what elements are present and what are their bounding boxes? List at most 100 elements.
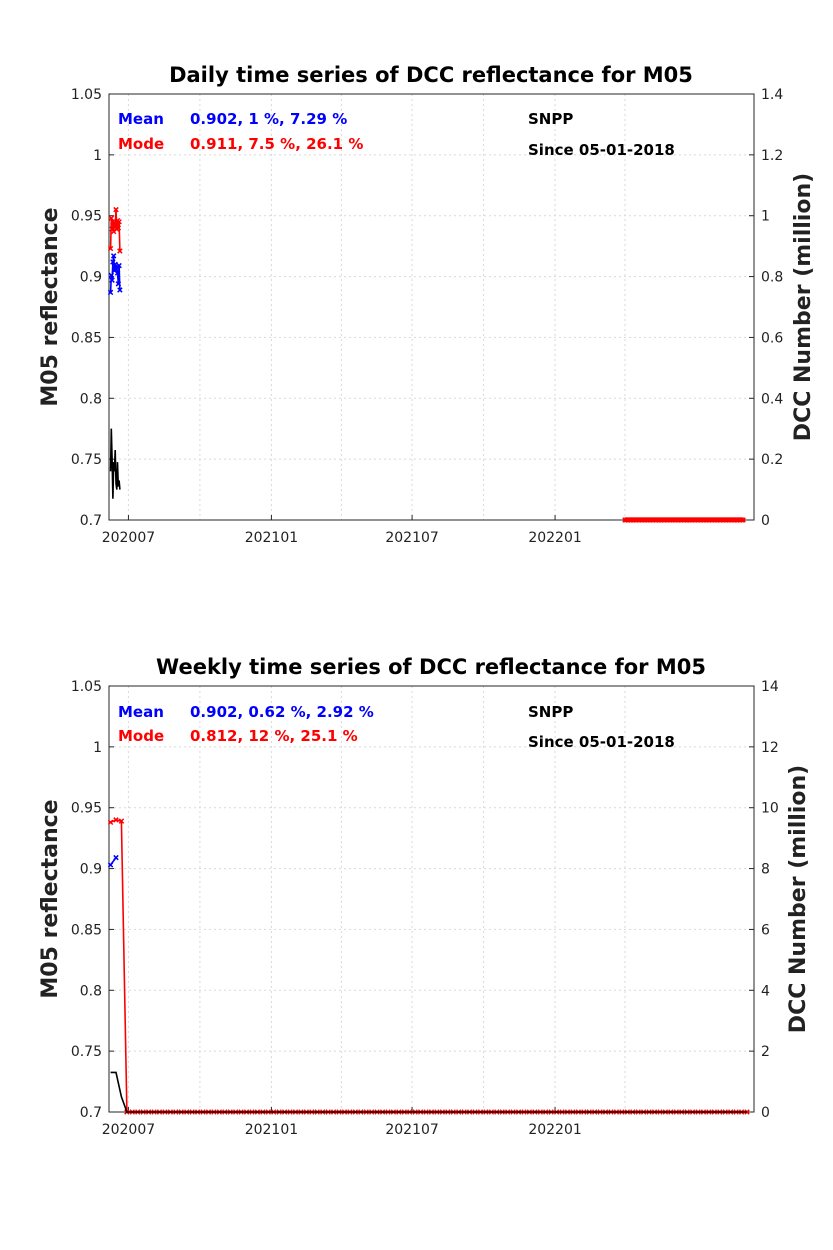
y-tick-label: 0.7	[80, 513, 102, 529]
series-3	[622, 517, 746, 523]
chart-title: Weekly time series of DCC reflectance fo…	[156, 655, 706, 679]
mean-stats: 0.902, 1 %, 7.29 %	[190, 110, 347, 128]
grid	[109, 685, 754, 1113]
x-axis-ticks: 202007 202101 202107 202201	[102, 1107, 582, 1138]
y-tick-label: 0.85	[71, 330, 102, 346]
y-tick-label: 1	[93, 148, 102, 164]
y2-tick-label: 0.8	[761, 270, 783, 286]
series-layer	[107, 206, 746, 523]
x-tick-label: 202107	[385, 1122, 438, 1138]
mean-label: Mean	[118, 110, 164, 128]
mode-stats: 0.911, 7.5 %, 26.1 %	[190, 135, 363, 153]
series-point	[107, 245, 114, 252]
y-tick-label: 0.85	[71, 922, 102, 938]
series-point	[107, 289, 114, 296]
series-point	[114, 270, 121, 276]
y-tick-label: 0.9	[80, 270, 102, 286]
series-point	[117, 287, 123, 293]
series-point	[115, 281, 122, 287]
series-2	[110, 1071, 747, 1113]
x-tick-label: 202201	[528, 530, 581, 546]
series-point	[113, 206, 119, 213]
y2-tick-label: 0.4	[761, 391, 783, 407]
left-axis-ticks: 1.05 1 0.95 0.9 0.85 0.8 0.75 0.7	[71, 87, 114, 529]
x-tick-label: 202201	[528, 1122, 581, 1138]
y-axis-label: M05 reflectance	[38, 799, 63, 998]
series-point	[116, 262, 122, 269]
y-tick-label: 0.75	[71, 452, 102, 468]
mean-label: Mean	[118, 703, 164, 721]
series-point	[113, 854, 119, 861]
x-tick-label: 202007	[102, 1122, 155, 1138]
y-tick-label: 0.95	[71, 801, 102, 817]
y2-tick-label: 6	[761, 922, 770, 938]
y2-tick-label: 0	[761, 513, 770, 529]
series-line	[110, 1071, 747, 1113]
satellite-label: SNPP	[528, 703, 573, 721]
series-point	[115, 225, 122, 231]
series-point	[107, 819, 114, 826]
series-point	[738, 517, 745, 523]
mean-stats: 0.902, 0.62 %, 2.92 %	[190, 703, 374, 721]
y2-tick-label: 0.6	[761, 330, 783, 346]
series-0	[107, 253, 123, 296]
series-point	[116, 219, 122, 225]
y-tick-label: 0.75	[71, 1044, 102, 1060]
y-tick-label: 1	[93, 740, 102, 756]
y-axis-label: M05 reflectance	[38, 207, 63, 406]
y-tick-label: 0.7	[80, 1105, 102, 1121]
series-point	[110, 253, 117, 259]
series-point	[109, 277, 115, 283]
daily-chart: Daily time series of DCC reflectance for…	[38, 63, 816, 546]
mode-stats: 0.812, 12 %, 25.1 %	[190, 727, 358, 745]
x-tick-label: 202107	[385, 530, 438, 546]
y2-tick-label: 10	[761, 801, 779, 817]
right-axis-ticks: 1.4 1.2 1 0.8 0.6 0.4 0.2 0	[749, 87, 783, 529]
y2-tick-label: 1.4	[761, 87, 783, 103]
grid	[109, 93, 754, 521]
chart-title: Daily time series of DCC reflectance for…	[169, 63, 693, 87]
satellite-label: SNPP	[528, 110, 573, 128]
x-tick-label: 202101	[245, 530, 298, 546]
series-2	[109, 428, 121, 499]
right-axis-ticks: 14 12 10 8 6 4 2 0	[749, 679, 779, 1121]
series-line	[109, 428, 121, 499]
x-axis-ticks: 202007 202101 202107 202201	[102, 515, 582, 546]
series-0	[107, 854, 119, 868]
y-tick-label: 1.05	[71, 679, 102, 695]
y2-axis-label: DCC Number (million)	[791, 173, 816, 441]
y2-tick-label: 0	[761, 1105, 770, 1121]
series-point	[107, 862, 114, 868]
since-label: Since 05-01-2018	[528, 141, 675, 159]
y2-tick-label: 2	[761, 1044, 770, 1060]
y2-tick-label: 1	[761, 209, 770, 225]
y-tick-label: 0.95	[71, 209, 102, 225]
y2-tick-label: 4	[761, 983, 770, 999]
x-tick-label: 202007	[102, 530, 155, 546]
series-1	[107, 817, 750, 1115]
y-tick-label: 1.05	[71, 87, 102, 103]
y2-tick-label: 8	[761, 862, 770, 878]
y2-tick-label: 14	[761, 679, 779, 695]
weekly-chart: Weekly time series of DCC reflectance fo…	[38, 655, 811, 1138]
mode-label: Mode	[118, 727, 164, 745]
series-line	[110, 819, 747, 1113]
plot-frame	[108, 93, 755, 521]
y2-tick-label: 1.2	[761, 148, 783, 164]
y2-tick-label: 0.2	[761, 452, 783, 468]
y-tick-label: 0.8	[80, 391, 102, 407]
series-point	[744, 1109, 750, 1115]
y2-tick-label: 12	[761, 740, 779, 756]
y-tick-label: 0.9	[80, 862, 102, 878]
since-label: Since 05-01-2018	[528, 733, 675, 751]
series-point	[117, 248, 123, 254]
series-point	[108, 215, 115, 221]
y2-axis-label: DCC Number (million)	[786, 765, 811, 1033]
series-point	[118, 818, 125, 824]
left-axis-ticks: 1.05 1 0.95 0.9 0.85 0.8 0.75 0.7	[71, 679, 114, 1121]
y-tick-label: 0.8	[80, 983, 102, 999]
series-point	[740, 517, 746, 523]
series-point	[113, 817, 119, 823]
series-layer	[107, 817, 750, 1115]
